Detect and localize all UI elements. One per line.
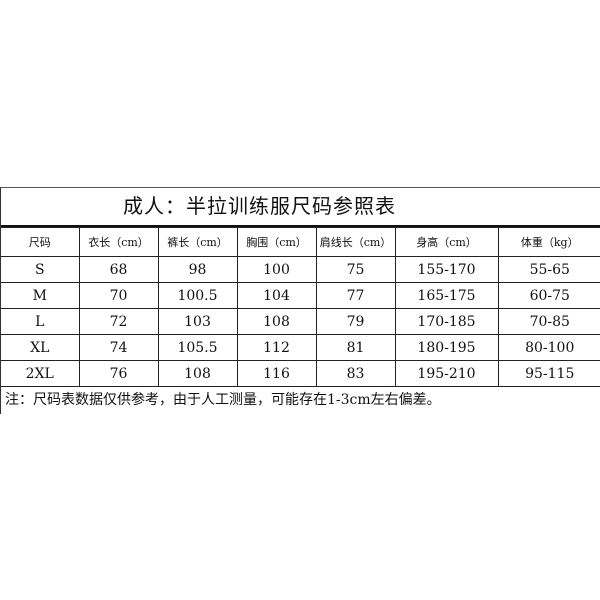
chart-title: 成人：半拉训练服尺码参照表 (1, 188, 600, 227)
table-cell: 95-115 (497, 360, 600, 387)
column-header: 胸围（cm） (236, 227, 317, 257)
table-cell: 70-85 (497, 308, 600, 335)
table-row: M 70 100.5 104 77 165-175 60-75 (1, 282, 600, 309)
table-cell: 165-175 (394, 282, 499, 309)
table-cell: 180-195 (394, 334, 499, 361)
size-cell: 2XL (1, 360, 80, 387)
table-cell: 74 (78, 334, 159, 361)
column-header: 衣长（cm） (78, 227, 159, 257)
note-text: 注：尺码表数据仅供参考，由于人工测量，可能存在1-3cm左右偏差。 (5, 392, 441, 408)
column-header: 体重（kg） (497, 227, 600, 257)
table-cell: 60-75 (497, 282, 600, 309)
table-cell: 80-100 (497, 334, 600, 361)
table-row: L 72 103 108 79 170-185 70-85 (1, 308, 600, 335)
table-cell: 100.5 (157, 282, 238, 309)
table-cell: 75 (315, 256, 396, 283)
table-row: 2XL 76 108 116 83 195-210 95-115 (1, 360, 600, 387)
table-cell: 112 (236, 334, 317, 361)
table-row: S 68 98 100 75 155-170 55-65 (1, 256, 600, 283)
table-cell: 116 (236, 360, 317, 387)
header-row: 尺码 衣长（cm） 裤长（cm） 胸围（cm） 肩线长（cm） 身高（cm） 体重（kg） (1, 227, 600, 257)
size-chart: 成人：半拉训练服尺码参照表 尺码 衣长（cm） 裤长（cm） 胸围（cm） 肩线长（cm… (0, 187, 600, 414)
column-header: 肩线长（cm） (315, 227, 396, 257)
table-cell: 70 (78, 282, 159, 309)
column-header: 裤长（cm） (157, 227, 238, 257)
table-cell: 108 (236, 308, 317, 335)
table-cell: 103 (157, 308, 238, 335)
column-header: 身高（cm） (394, 227, 499, 257)
table-cell: 104 (236, 282, 317, 309)
table-cell: 98 (157, 256, 238, 283)
table-cell: 105.5 (157, 334, 238, 361)
table-cell: 68 (78, 256, 159, 283)
table-cell: 77 (315, 282, 396, 309)
table-cell: 72 (78, 308, 159, 335)
size-cell: S (1, 256, 80, 283)
table-cell: 170-185 (394, 308, 499, 335)
size-cell: L (1, 308, 80, 335)
column-header: 尺码 (1, 227, 80, 257)
table-cell: 195-210 (394, 360, 499, 387)
table-cell: 55-65 (497, 256, 600, 283)
table-cell: 155-170 (394, 256, 499, 283)
size-table: 尺码 衣长（cm） 裤长（cm） 胸围（cm） 肩线长（cm） 身高（cm） 体重（kg） … (1, 227, 600, 387)
table-cell: 81 (315, 334, 396, 361)
table-cell: 108 (157, 360, 238, 387)
size-cell: M (1, 282, 80, 309)
table-cell: 83 (315, 360, 396, 387)
table-cell: 79 (315, 308, 396, 335)
table-cell: 76 (78, 360, 159, 387)
size-cell: XL (1, 334, 80, 361)
table-cell: 100 (236, 256, 317, 283)
table-row: XL 74 105.5 112 81 180-195 80-100 (1, 334, 600, 361)
